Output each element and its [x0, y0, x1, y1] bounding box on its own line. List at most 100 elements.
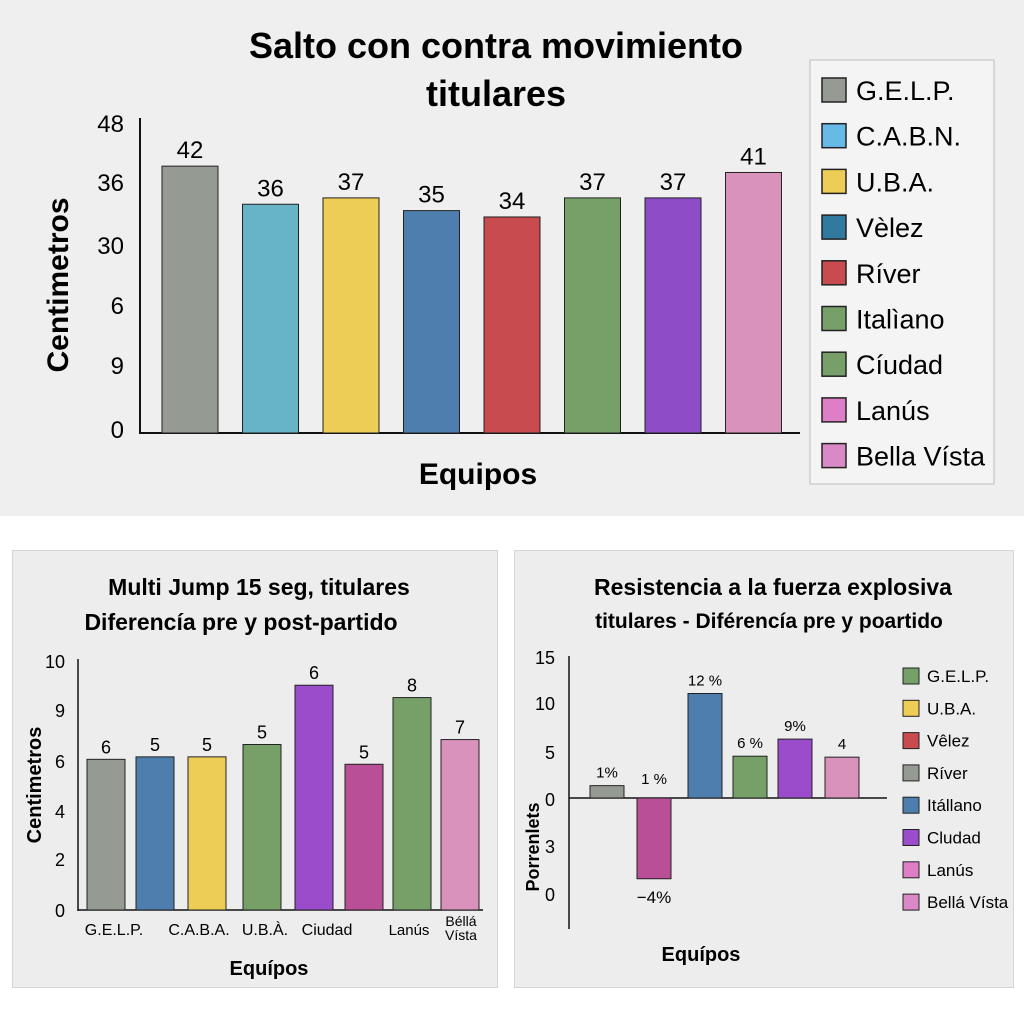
- bar: [440, 739, 480, 911]
- bar-value-label: 37: [338, 169, 365, 196]
- bar: [242, 203, 299, 434]
- x-tick-label: G.E.L.P.: [85, 922, 143, 939]
- legend-swatch: [821, 397, 847, 423]
- legend-label: U.B.A.: [927, 699, 976, 718]
- bar: [687, 693, 723, 799]
- bar-value-label: 4: [838, 736, 846, 753]
- bar-value-label: 1 %: [641, 771, 667, 788]
- bar-value-label: 41: [740, 143, 767, 170]
- legend-swatch: [902, 667, 920, 685]
- legend-label: G.E.L.P.: [856, 76, 955, 106]
- bar: [636, 797, 672, 880]
- y-tick-label: 0: [55, 901, 65, 921]
- chart-title: Multi Jump 15 seg, titulares: [108, 574, 410, 600]
- bar: [86, 758, 126, 911]
- bar-value-label: 6: [101, 737, 111, 757]
- chart-panel-bottom-left: Multi Jump 15 seg, titulares Diferencía …: [12, 550, 498, 988]
- y-tick-label: 48: [97, 111, 124, 138]
- y-axis-title: Centimetros: [42, 197, 75, 372]
- bar: [403, 210, 460, 434]
- y-tick-label: 5: [545, 743, 555, 763]
- legend-swatch: [902, 861, 920, 879]
- legend-label: Lanús: [927, 861, 973, 880]
- bar: [322, 197, 380, 434]
- bar-value-label: 5: [150, 735, 160, 755]
- legend-label: Italìano: [856, 305, 945, 335]
- y-tick-label: 6: [55, 752, 65, 772]
- bar-value-label: 1%: [596, 765, 618, 782]
- legend-swatch: [902, 829, 920, 846]
- chart-title: Resistencia a la fuerza explosiva: [594, 574, 952, 600]
- legend-label: Bellá Vísta: [927, 893, 1009, 912]
- bar: [732, 755, 768, 799]
- y-tick-label: 0: [111, 417, 124, 444]
- y-tick-label: 15: [535, 648, 555, 668]
- y-tick-label: 10: [45, 652, 65, 672]
- bar: [135, 756, 175, 911]
- y-tick-label: 9: [111, 353, 124, 380]
- bar-value-label: 5: [257, 723, 267, 743]
- bar-value-label: 36: [257, 175, 284, 202]
- multijump-chart-svg: Multi Jump 15 seg, titulares Diferencía …: [24, 574, 483, 980]
- bar: [483, 216, 541, 434]
- bar: [644, 197, 702, 434]
- bar-value-label: 6: [309, 663, 319, 683]
- y-tick-label: 4: [55, 802, 65, 822]
- legend-label: Ríver: [856, 259, 921, 289]
- bar: [777, 738, 813, 799]
- bar-value-label: −4%: [637, 888, 672, 907]
- legend-label: Cíudad: [856, 350, 943, 380]
- legend-swatch: [821, 442, 847, 469]
- legend-label: Vêlez: [927, 732, 970, 751]
- y-tick-label: 0: [545, 790, 555, 810]
- x-axis-title: Equípos: [662, 944, 741, 966]
- legend-swatch: [821, 122, 847, 149]
- legend-label: G.E.L.P.: [927, 667, 989, 686]
- legend-swatch: [821, 351, 847, 377]
- y-tick-label: 30: [97, 233, 124, 260]
- y-tick-label: 3: [545, 837, 555, 857]
- bar: [187, 756, 227, 911]
- legend-swatch: [821, 77, 847, 103]
- bar: [589, 785, 625, 799]
- y-tick-label: 6: [111, 293, 124, 320]
- x-axis-title: Equípos: [230, 958, 309, 980]
- y-axis-title: Porrenlets: [523, 802, 543, 891]
- legend-swatch: [902, 796, 920, 814]
- chart-panel-bottom-right: Resistencia a la fuerza explosiva titula…: [514, 550, 1014, 988]
- bar-value-label: 5: [359, 742, 369, 762]
- x-axis-title: Equipos: [419, 458, 537, 491]
- legend-swatch: [821, 305, 847, 332]
- legend-label: Bella Vísta: [856, 442, 986, 472]
- bar-value-label: 35: [418, 182, 445, 209]
- y-axis-title: Centimetros: [24, 727, 46, 844]
- y-tick-label: 36: [97, 170, 124, 197]
- bar: [392, 697, 432, 911]
- legend-swatch: [902, 699, 920, 717]
- bar: [824, 756, 860, 799]
- legend-label: Lanús: [856, 396, 930, 426]
- bar-value-label: 42: [177, 137, 204, 164]
- bar: [344, 763, 384, 911]
- chart-subtitle: titulares - Diférencía pre y poartido: [595, 610, 943, 633]
- legend-label: C.A.B.N.: [856, 122, 961, 152]
- bar-value-label: 7: [455, 718, 465, 738]
- bar-value-label: 8: [407, 676, 417, 696]
- legend-label: Vèlez: [856, 213, 924, 243]
- bar-value-label: 6 %: [737, 735, 763, 752]
- legend-label: U.B.A.: [856, 167, 934, 197]
- chart-subtitle: Diferencía pre y post-partido: [84, 609, 397, 635]
- bar-value-label: 9%: [784, 718, 806, 735]
- x-tick-label: C.A.B.A.: [168, 922, 229, 939]
- y-tick-label: 9: [55, 701, 65, 721]
- bar: [242, 744, 282, 911]
- bar-value-label: 5: [202, 735, 212, 755]
- x-tick-label: Lanús: [389, 922, 430, 939]
- legend-label: Cludad: [927, 829, 981, 848]
- y-tick-label: 0: [545, 885, 555, 905]
- explosive-chart-svg: Resistencia a la fuerza explosiva titula…: [523, 574, 1009, 966]
- bar-value-label: 37: [579, 169, 606, 196]
- bar: [294, 684, 334, 911]
- chart-panel-top: Salto con contra movimiento titulares Ce…: [0, 0, 1024, 516]
- x-tick-label: Ciudad: [302, 922, 353, 939]
